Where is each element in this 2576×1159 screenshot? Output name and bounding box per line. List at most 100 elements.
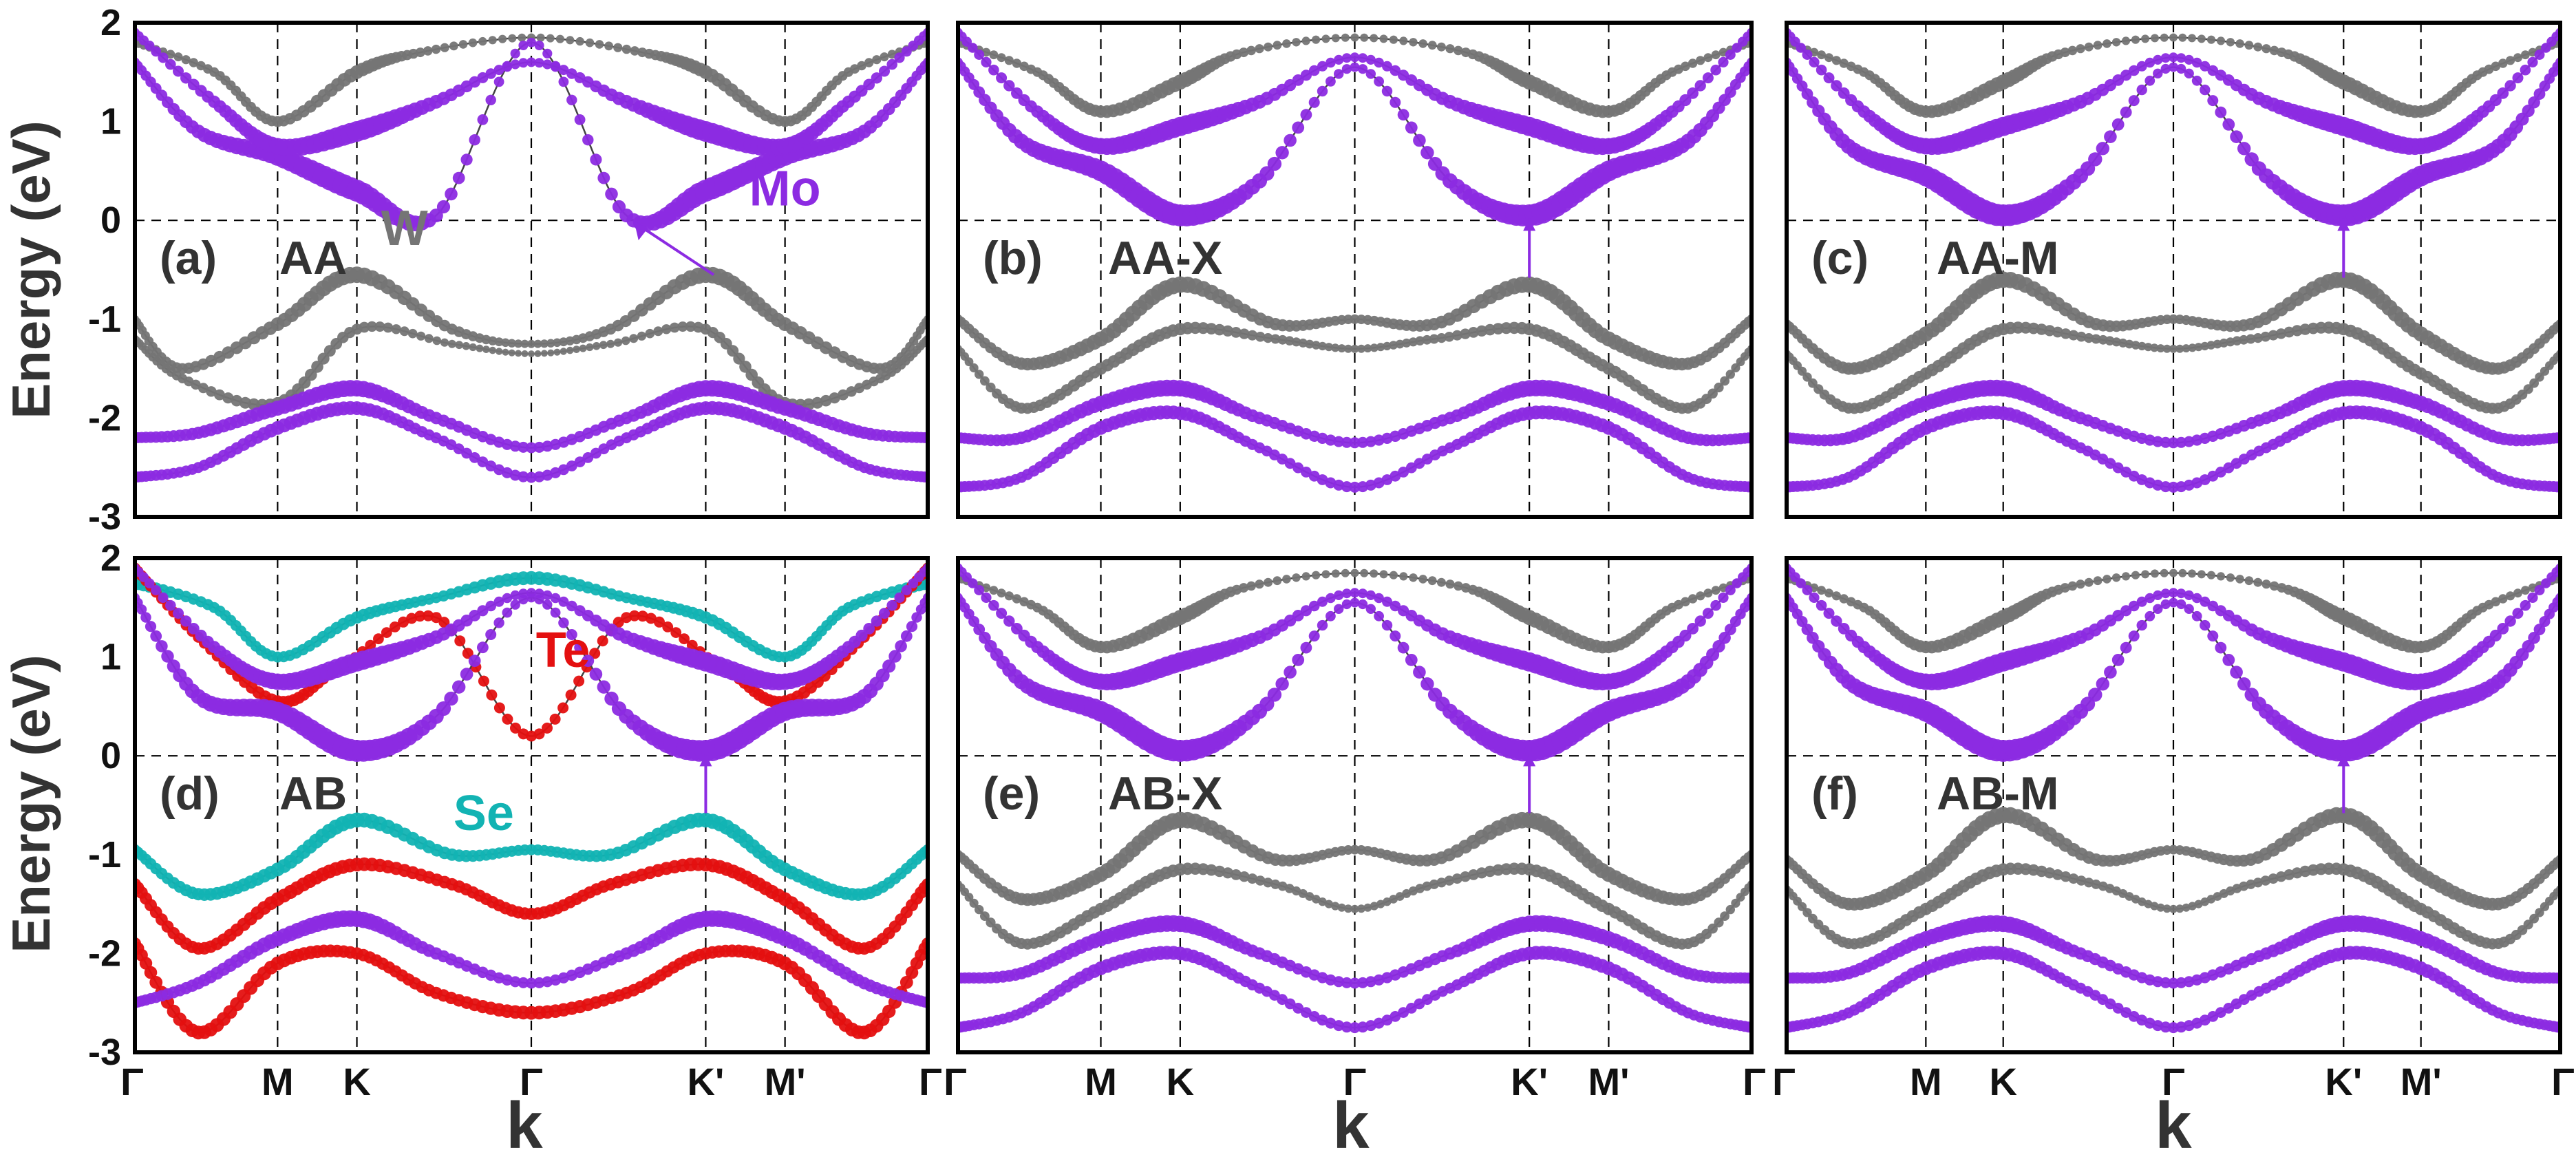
band-marker-W xyxy=(455,341,464,350)
annotation-Mo: Mo xyxy=(749,162,821,217)
band-marker-Mo xyxy=(590,153,602,166)
band-marker-W xyxy=(1004,56,1014,65)
band-marker-Mo xyxy=(136,604,147,615)
band-marker-Mo xyxy=(566,94,577,105)
band-marker-Mo xyxy=(1420,146,1434,160)
band-marker-W xyxy=(1231,869,1242,880)
band-marker-Mo xyxy=(2153,54,2163,65)
band-marker-Mo xyxy=(1349,481,1361,493)
band-marker-W xyxy=(1273,41,1282,50)
band-marker-Mo xyxy=(574,456,586,467)
band-marker-Mo xyxy=(2088,152,2103,167)
band-marker-Mo xyxy=(871,72,883,84)
band-marker-Mo xyxy=(1259,166,1275,181)
band-marker-W xyxy=(1418,575,1427,584)
band-marker-Mo xyxy=(2230,130,2243,143)
band-marker-Mo xyxy=(1317,61,1328,72)
band-marker-W xyxy=(1370,902,1379,911)
band-marker-W xyxy=(887,50,897,59)
band-marker-W xyxy=(502,348,509,356)
band-marker-Mo xyxy=(518,41,529,50)
band-marker-W xyxy=(1331,902,1340,911)
band-marker-Mo xyxy=(582,655,595,668)
band-marker-W xyxy=(1305,339,1314,349)
band-marker-Mo xyxy=(477,605,489,617)
band-marker-Mo xyxy=(1003,615,1015,627)
band-marker-Mo xyxy=(502,607,513,618)
band-marker-W xyxy=(1285,336,1295,346)
band-marker-Te xyxy=(597,635,608,647)
band-marker-Mo xyxy=(2120,106,2132,118)
band-marker-W xyxy=(2235,39,2244,48)
band-marker-Mo xyxy=(1390,1011,1401,1022)
band-marker-Mo xyxy=(1300,70,1312,81)
band-marker-W xyxy=(2521,586,2530,595)
band-marker-Mo xyxy=(1334,604,1344,614)
band-marker-W xyxy=(880,52,889,62)
band-marker-W xyxy=(2535,372,2544,382)
band-marker-Mo xyxy=(2160,436,2171,448)
band-marker-W xyxy=(1468,869,1479,880)
band-marker-Mo xyxy=(2144,75,2155,86)
band-marker-W xyxy=(1321,34,1330,43)
band-marker-Mo xyxy=(510,48,520,59)
band-marker-W xyxy=(2235,575,2244,584)
band-marker-W xyxy=(1839,59,1849,68)
band-marker-W xyxy=(1427,41,1437,50)
band-marker-W xyxy=(2529,378,2540,388)
band-marker-Mo xyxy=(1381,1014,1393,1026)
band-marker-Mo xyxy=(1718,632,1731,644)
band-marker-Mo xyxy=(1284,998,1296,1010)
band-marker-W xyxy=(2169,344,2178,353)
band-marker-Mo xyxy=(879,65,890,77)
band-marker-Mo xyxy=(2160,53,2171,63)
band-marker-W xyxy=(2156,903,2165,912)
band-marker-W xyxy=(1444,875,1455,886)
panel-frame xyxy=(133,21,930,519)
band-marker-Mo xyxy=(1413,134,1426,147)
band-marker-Mo xyxy=(566,629,577,640)
band-marker-W xyxy=(1389,35,1398,44)
band-marker-W xyxy=(2084,333,2094,343)
band-marker-Mo xyxy=(550,607,561,618)
band-marker-W xyxy=(2131,35,2140,44)
panel-f: (f) AB-M xyxy=(1785,556,2562,1054)
band-marker-Mo xyxy=(518,58,529,68)
panel-label: (d) xyxy=(160,767,220,820)
band-marker-Mo xyxy=(510,590,520,601)
band-marker-Mo xyxy=(1308,65,1320,76)
band-marker-W xyxy=(1445,44,1455,54)
band-marker-Mo xyxy=(566,600,577,612)
band-marker-W xyxy=(1696,56,1705,65)
band-marker-Mo xyxy=(1301,1007,1312,1018)
band-marker-Mo xyxy=(144,41,155,51)
band-marker-Te xyxy=(542,722,553,734)
band-marker-W xyxy=(653,326,663,337)
band-marker-Mo xyxy=(2497,87,2509,99)
band-marker-W xyxy=(1264,42,1273,52)
band-marker-Mo xyxy=(1308,96,1320,108)
panel-e: (e) AB-X xyxy=(956,556,1754,1054)
band-marker-Mo xyxy=(1317,596,1328,607)
band-marker-Mo xyxy=(2191,75,2202,86)
band-marker-Mo xyxy=(542,59,553,70)
band-marker-W xyxy=(1445,580,1455,589)
band-marker-W xyxy=(1370,569,1379,578)
bands-group xyxy=(1787,563,2560,1034)
band-marker-W xyxy=(1239,328,1250,339)
band-marker-W xyxy=(1337,344,1346,353)
band-marker-Te xyxy=(406,613,418,624)
annotation-W: W xyxy=(381,201,428,256)
band-marker-Mo xyxy=(968,43,978,53)
band-marker-Mo xyxy=(1349,1022,1361,1034)
band-marker-W xyxy=(489,346,497,354)
band-marker-W xyxy=(1831,56,1841,65)
band-marker-W xyxy=(2162,904,2171,913)
band-marker-W xyxy=(1688,59,1698,68)
band-marker-W xyxy=(468,38,478,47)
y-tick-label: -3 xyxy=(88,1032,121,1073)
band-marker-W xyxy=(528,350,535,358)
band-marker-W xyxy=(989,586,999,595)
band-marker-Mo xyxy=(2176,63,2186,74)
